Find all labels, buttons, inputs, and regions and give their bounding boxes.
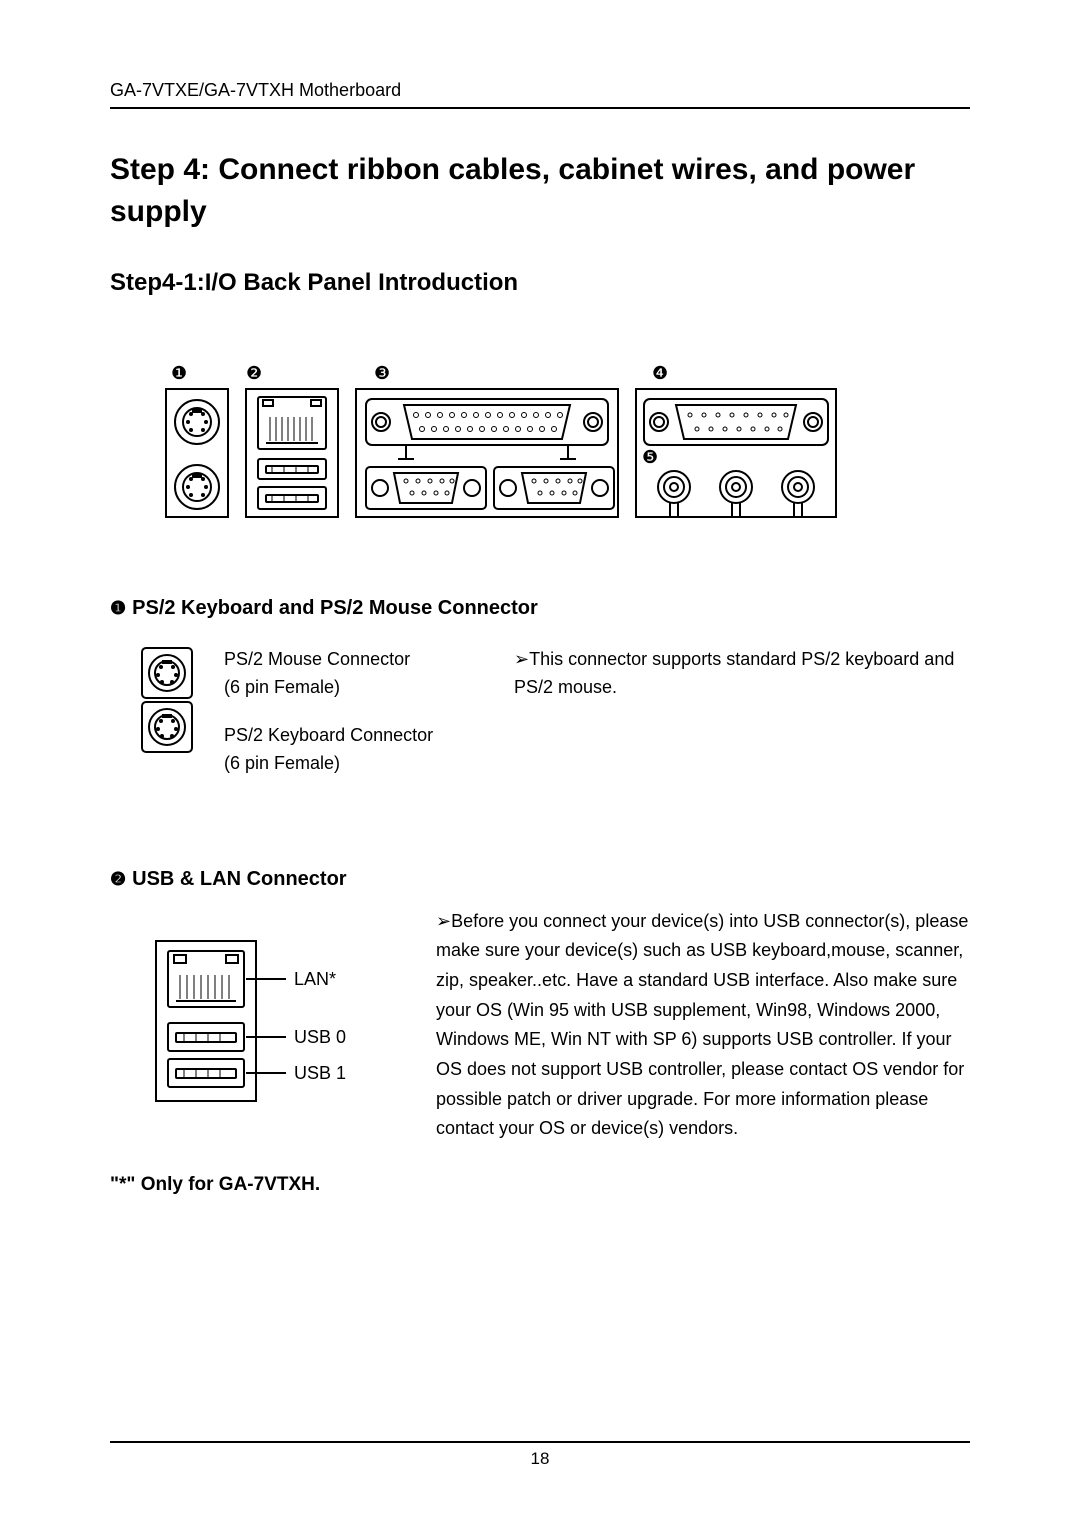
back-panel-diagram: ❶ ❷ ❸ ❹ ❺ xyxy=(136,347,970,537)
marker-5: ❺ xyxy=(642,447,658,467)
header-model: GA-7VTXE/GA-7VTXH Motherboard xyxy=(110,80,401,100)
section2-heading: ❷ USB & LAN Connector xyxy=(110,868,970,891)
section1-title: PS/2 Keyboard and PS/2 Mouse Connector xyxy=(132,597,538,620)
kb-label: PS/2 Keyboard Connector xyxy=(224,722,484,750)
arrow-icon: ➢ xyxy=(436,907,451,937)
usb-lan-diagram: LAN* USB 0 USB 1 xyxy=(146,917,406,1116)
arrow-icon: ➢ xyxy=(514,646,529,674)
ps2-description: ➢This connector supports standard PS/2 k… xyxy=(514,646,970,702)
marker-1: ❶ xyxy=(171,363,187,383)
marker-4: ❹ xyxy=(652,363,668,383)
section1-heading: ❶ PS/2 Keyboard and PS/2 Mouse Connector xyxy=(110,597,970,620)
kb-sublabel: (6 pin Female) xyxy=(224,750,484,778)
section2-title: USB & LAN Connector xyxy=(132,868,346,891)
section1-body: PS/2 Mouse Connector (6 pin Female) PS/2… xyxy=(140,646,970,798)
ps2-connector-icon xyxy=(140,646,194,761)
sub-title: Step4-1:I/O Back Panel Introduction xyxy=(110,269,970,297)
mouse-sublabel: (6 pin Female) xyxy=(224,674,484,702)
marker-3: ❸ xyxy=(374,363,390,383)
ps2-labels: PS/2 Mouse Connector (6 pin Female) PS/2… xyxy=(224,646,484,798)
lan-label-svg: LAN* xyxy=(294,969,336,989)
section2-num: ❷ xyxy=(110,869,126,890)
mouse-label: PS/2 Mouse Connector xyxy=(224,646,484,674)
page-footer: 18 xyxy=(110,1441,970,1469)
doc-header: GA-7VTXE/GA-7VTXH Motherboard xyxy=(110,80,970,109)
usb0-label-svg: USB 0 xyxy=(294,1027,346,1047)
ps2-desc-text: This connector supports standard PS/2 ke… xyxy=(514,649,954,697)
usb-desc-text: Before you connect your device(s) into U… xyxy=(436,911,968,1139)
section1-num: ❶ xyxy=(110,598,126,619)
footnote: "*" Only for GA-7VTXH. xyxy=(110,1174,970,1196)
page-number: 18 xyxy=(531,1449,550,1468)
usb-description: ➢Before you connect your device(s) into … xyxy=(436,907,970,1145)
section2-body: LAN* USB 0 USB 1 ➢Before you connect you… xyxy=(146,917,970,1145)
main-title: Step 4: Connect ribbon cables, cabinet w… xyxy=(110,149,970,233)
usb1-label-svg: USB 1 xyxy=(294,1063,346,1083)
marker-2: ❷ xyxy=(246,363,262,383)
